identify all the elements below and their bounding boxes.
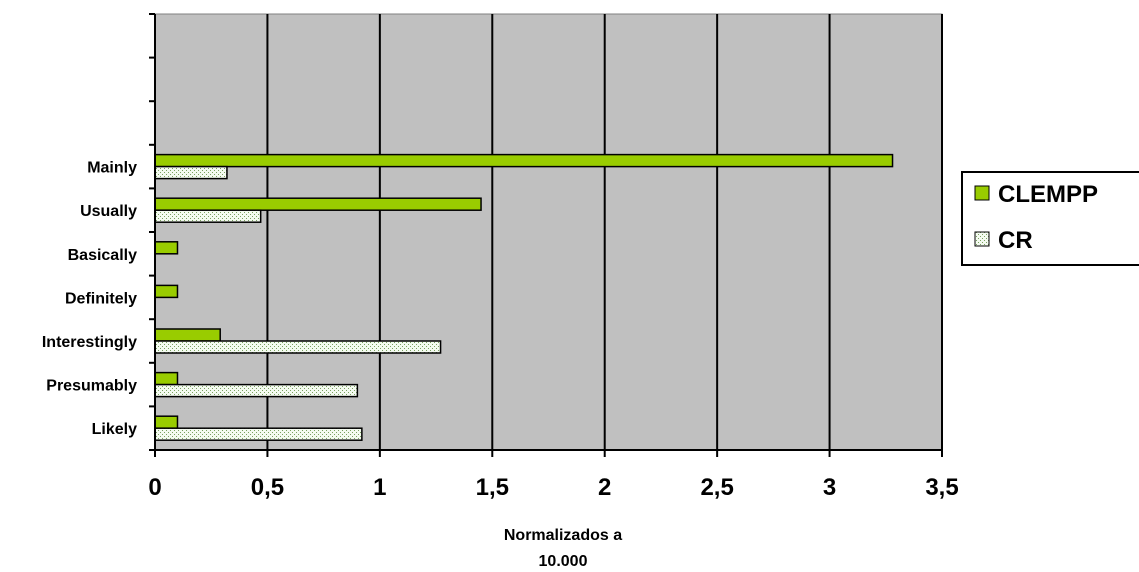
x-tick-label-0-5: 0,5 <box>251 474 284 501</box>
category-label-mainly: Mainly <box>87 160 137 177</box>
x-tick-label-1: 1 <box>373 474 386 501</box>
category-label-basically: Basically <box>68 247 137 264</box>
category-label-usually: Usually <box>80 203 137 220</box>
x-axis-ticks <box>154 450 943 457</box>
x-axis-title-line-2: 10.000 <box>539 553 588 570</box>
legend-swatch-cr <box>974 231 990 247</box>
gridlines <box>266 14 943 450</box>
x-tick-label-0: 0 <box>148 474 161 501</box>
category-label-interestingly: Interestingly <box>42 334 137 351</box>
bar-cr-interestingly <box>154 340 442 354</box>
bar-cr-presumably <box>154 383 359 398</box>
legend-label-clempp: CLEMPP <box>998 181 1098 208</box>
bar-clempp-likely <box>154 415 179 429</box>
y-axis-ticks <box>149 13 155 451</box>
category-label-presumably: Presumably <box>46 378 137 395</box>
category-labels: Likely Presumably Interestingly Definitely B… <box>42 160 137 439</box>
bars <box>154 153 894 441</box>
bar-cr-usually <box>154 209 262 223</box>
x-tick-label-2-5: 2,5 <box>700 474 733 501</box>
x-tick-label-3: 3 <box>823 474 836 501</box>
legend-label-cr: CR <box>998 227 1033 254</box>
x-axis-title-line-1: Normalizados a <box>504 527 622 544</box>
legend-box <box>961 171 1139 266</box>
bar-cr-mainly <box>154 165 228 180</box>
x-tick-label-3-5: 3,5 <box>925 474 958 501</box>
plot-area <box>154 13 943 451</box>
category-label-likely: Likely <box>92 421 137 438</box>
legend-swatch-clempp <box>974 185 990 201</box>
legend: CLEMPP CR <box>961 171 1139 266</box>
bar-clempp-mainly <box>154 153 894 168</box>
bar-clempp-definitely <box>154 284 179 299</box>
bar-clempp-basically <box>154 241 179 255</box>
bar-clempp-usually <box>154 197 482 211</box>
bar-clempp-presumably <box>154 371 179 386</box>
bar-cr-likely <box>154 427 363 441</box>
x-tick-labels: 0 0,5 1 1,5 2 2,5 3 3,5 <box>148 474 958 501</box>
category-label-definitely: Definitely <box>65 290 137 307</box>
x-tick-label-1-5: 1,5 <box>476 474 509 501</box>
x-tick-label-2: 2 <box>598 474 611 501</box>
bar-clempp-interestingly <box>154 328 221 342</box>
